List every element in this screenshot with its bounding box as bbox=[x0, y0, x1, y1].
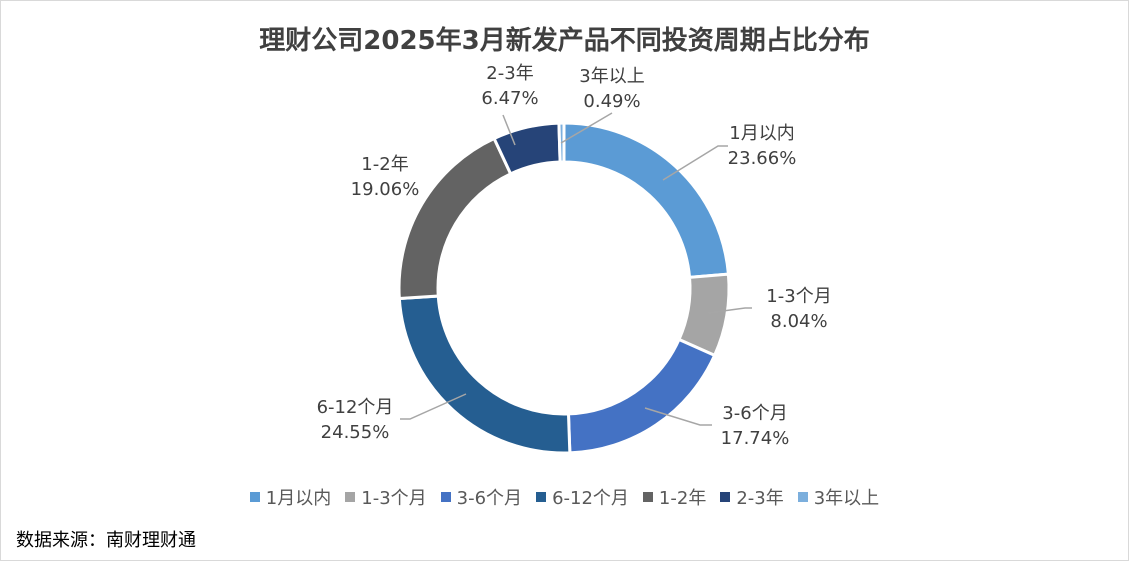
legend-swatch bbox=[797, 492, 808, 502]
legend-swatch bbox=[440, 492, 451, 502]
donut-slice-2 bbox=[566, 337, 717, 455]
data-label-5: 2-3年 6.47% bbox=[481, 63, 539, 109]
legend-label: 3-6个月 bbox=[456, 488, 523, 509]
legend-swatch bbox=[536, 492, 547, 502]
leader-line-1 bbox=[707, 307, 752, 314]
legend: 1月以内 1-3个月 3-6个月 6-12个月 1-2年 2-3年 3年以上 bbox=[0, 484, 1129, 510]
legend-label: 1-2年 bbox=[658, 488, 707, 509]
legend-item: 1-3个月 bbox=[345, 484, 427, 510]
leader-line-3 bbox=[400, 393, 467, 420]
data-label-3: 6-12个月 24.55% bbox=[316, 397, 394, 443]
legend-item: 2-3年 bbox=[720, 484, 784, 510]
legend-label: 2-3年 bbox=[736, 488, 784, 509]
leader-line-5 bbox=[502, 114, 516, 146]
legend-swatch bbox=[249, 492, 260, 502]
legend-swatch bbox=[642, 492, 653, 502]
legend-label: 1-3个月 bbox=[361, 488, 427, 509]
data-label-6: 3年以上 0.49% bbox=[579, 66, 645, 112]
chart-title: 理财公司2025年3月新发产品不同投资周期占比分布 bbox=[259, 26, 870, 56]
legend-label: 1月以内 bbox=[265, 488, 332, 509]
data-label-1: 1-3个月 8.04% bbox=[766, 286, 832, 332]
legend-swatch bbox=[720, 492, 731, 502]
legend-item: 6-12个月 bbox=[536, 484, 629, 510]
data-label-4: 1-2年 19.06% bbox=[350, 154, 420, 200]
leader-line-6 bbox=[560, 112, 613, 144]
legend-swatch bbox=[345, 492, 356, 502]
data-label-2: 3-6个月 17.74% bbox=[720, 403, 790, 449]
donut-slice-0 bbox=[562, 121, 731, 280]
legend-item: 3年以上 bbox=[797, 484, 880, 510]
leader-line-0 bbox=[662, 145, 728, 181]
legend-item: 3-6个月 bbox=[440, 484, 523, 510]
data-label-0: 1月以内 23.66% bbox=[727, 123, 797, 169]
legend-label: 3年以上 bbox=[813, 488, 880, 509]
legend-item: 1月以内 bbox=[249, 484, 332, 510]
donut-slice-3 bbox=[397, 294, 572, 455]
source-note: 数据来源：南财理财通 bbox=[16, 530, 196, 551]
leader-line-2 bbox=[644, 407, 712, 426]
legend-item: 1-2年 bbox=[642, 484, 707, 510]
legend-label: 6-12个月 bbox=[552, 488, 629, 509]
